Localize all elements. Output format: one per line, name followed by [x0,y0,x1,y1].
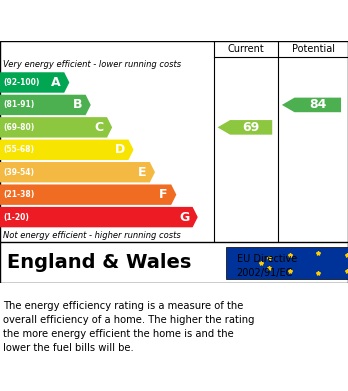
Text: Energy Efficiency Rating: Energy Efficiency Rating [50,11,298,30]
Polygon shape [0,140,134,160]
Text: A: A [51,76,61,89]
Polygon shape [282,98,341,112]
Polygon shape [0,95,91,115]
Text: England & Wales: England & Wales [7,253,191,273]
Text: E: E [138,166,146,179]
Text: (81-91): (81-91) [3,100,35,109]
Bar [226,248,348,278]
Text: 69: 69 [243,121,260,134]
Text: G: G [179,211,189,224]
Text: (21-38): (21-38) [3,190,35,199]
Text: (69-80): (69-80) [3,123,35,132]
Text: (1-20): (1-20) [3,213,29,222]
Polygon shape [0,207,198,227]
Polygon shape [0,117,112,138]
Text: C: C [94,121,104,134]
Text: F: F [159,188,168,201]
Polygon shape [0,162,155,183]
Text: Not energy efficient - higher running costs: Not energy efficient - higher running co… [3,231,181,240]
Text: (39-54): (39-54) [3,168,34,177]
Polygon shape [0,185,176,205]
Text: (55-68): (55-68) [3,145,34,154]
Text: Potential: Potential [292,44,335,54]
Text: (92-100): (92-100) [3,78,40,87]
Text: The energy efficiency rating is a measure of the
overall efficiency of a home. T: The energy efficiency rating is a measur… [3,301,255,353]
Text: Very energy efficient - lower running costs: Very energy efficient - lower running co… [3,60,182,69]
Text: B: B [73,99,82,111]
Polygon shape [0,72,69,93]
Polygon shape [218,120,272,135]
Text: 84: 84 [309,99,326,111]
Text: EU Directive: EU Directive [237,254,297,264]
Text: D: D [115,143,125,156]
Text: 2002/91/EC: 2002/91/EC [237,268,293,278]
Text: Current: Current [228,44,264,54]
